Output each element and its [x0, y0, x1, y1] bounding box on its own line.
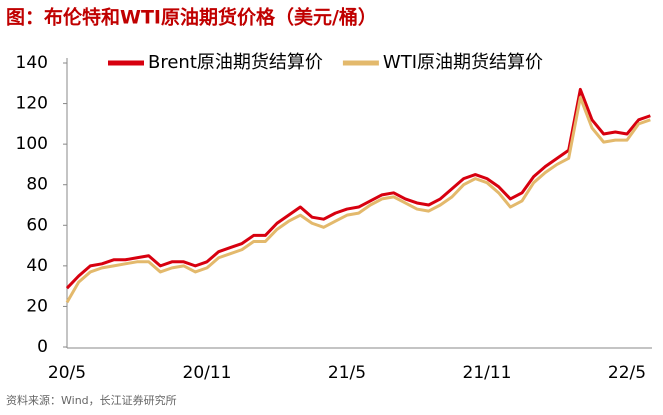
y-tick-label: 40 [26, 256, 48, 276]
y-tick-label: 20 [26, 296, 48, 316]
x-tick-label: 22/5 [608, 363, 646, 383]
series-line [65, 95, 651, 304]
y-tick-label: 80 [26, 175, 48, 195]
series-line [65, 87, 651, 290]
y-tick-label: 140 [16, 53, 48, 73]
chart-title: 图：布伦特和WTI原油期货价格（美元/桶） [6, 6, 377, 29]
x-tick-label: 21/5 [328, 363, 366, 383]
y-tick-label: 100 [16, 134, 48, 154]
source-note: 资料来源：Wind，长江证券研究所 [6, 393, 177, 407]
x-tick-label: 21/11 [463, 363, 512, 383]
legend-label: Brent原油期货结算价 [148, 52, 323, 73]
x-tick-label: 20/5 [48, 363, 86, 383]
y-tick-label: 120 [16, 94, 48, 114]
legend-label: WTI原油期货结算价 [383, 52, 543, 73]
x-tick-label: 20/11 [183, 363, 232, 383]
y-tick-label: 60 [26, 215, 48, 235]
y-tick-label: 0 [37, 337, 48, 357]
